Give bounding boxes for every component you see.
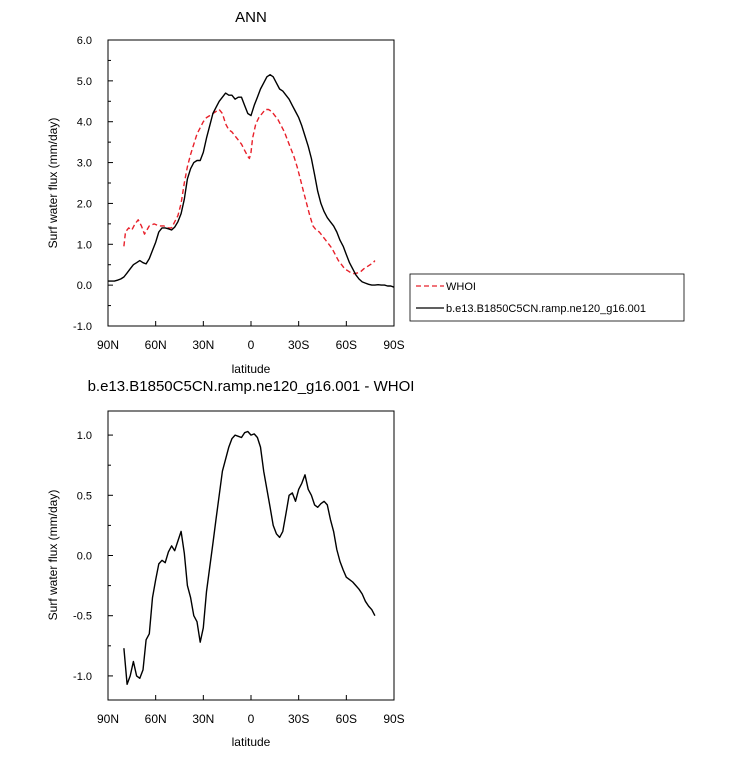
chart-bottom-xtick-label: 30S <box>288 712 309 726</box>
chart-bottom-xtick-label: 90S <box>383 712 404 726</box>
chart-top-ytick-label: 6.0 <box>77 35 92 47</box>
chart-bottom-xlabel: latitude <box>232 735 271 749</box>
chart-top-series-line-0 <box>123 108 376 275</box>
chart-top-series-line-1 <box>108 73 395 288</box>
chart-top-plot: 90N 60N 30N 0 30S 60S 90S -1.0 0.0 1.0 2.0 3.0 4.0 5.… <box>73 35 405 352</box>
chart-top-ytick-label: 4.0 <box>77 117 92 129</box>
chart-bottom-plot: 90N 60N 30N 0 30S 60S 90S -1.0 -0.5 0.0 0.5 1.0 <box>73 430 405 726</box>
chart-bottom-frame <box>107 410 395 701</box>
chart-bottom-ytick-label: 0.5 <box>77 490 92 502</box>
chart-bottom-series-line-0 <box>123 430 376 685</box>
chart-bottom-xtick-label: 0 <box>248 712 255 726</box>
chart-top-xtick-label: 30S <box>288 338 309 352</box>
chart-top-ytick-label: 2.0 <box>77 198 92 210</box>
chart-top: ANN 90N 60N 30N 0 30S 60S 90S -1.0 0.0 1.0 2.0 3.0 4… <box>46 9 685 376</box>
chart-top-frame <box>107 39 395 327</box>
chart-top-xtick-label: 60N <box>145 338 167 352</box>
chart-bottom-xtick-label: 30N <box>192 712 214 726</box>
chart-bottom-xtick-label: 60S <box>336 712 357 726</box>
chart-top-xtick-label: 90S <box>383 338 404 352</box>
chart-bottom-xtick-label: 90N <box>97 712 119 726</box>
legend-box <box>409 273 685 322</box>
chart-bottom-ytick-label: -0.5 <box>73 611 92 623</box>
chart-bottom-ytick-label: 0.0 <box>77 551 92 563</box>
chart-top-ytick-label: 1.0 <box>77 239 92 251</box>
chart-legend: WHOI b.e13.B1850C5CN.ramp.ne120_g16.001 <box>409 273 685 322</box>
chart-top-ytick-label: 3.0 <box>77 158 92 170</box>
legend-label-whoi: WHOI <box>446 281 476 293</box>
chart-top-title: ANN <box>235 9 267 26</box>
chart-top-ytick-label: -1.0 <box>73 321 92 333</box>
chart-top-xtick-label: 60S <box>336 338 357 352</box>
chart-bottom-title: b.e13.B1850C5CN.ramp.ne120_g16.001 - WHO… <box>88 378 415 395</box>
chart-bottom-xtick-label: 60N <box>145 712 167 726</box>
chart-top-xtick-label: 90N <box>97 338 119 352</box>
chart-top-xtick-label: 30N <box>192 338 214 352</box>
legend-label-model: b.e13.B1850C5CN.ramp.ne120_g16.001 <box>446 303 646 315</box>
chart-bottom-ytick-label: 1.0 <box>77 430 92 442</box>
chart-top-ytick-label: 5.0 <box>77 76 92 88</box>
chart-bottom-ylabel: Surf water flux (mm/day) <box>46 490 60 621</box>
chart-top-xlabel: latitude <box>232 362 271 376</box>
chart-bottom: b.e13.B1850C5CN.ramp.ne120_g16.001 - WHO… <box>46 378 414 749</box>
chart-top-xtick-label: 0 <box>248 338 255 352</box>
chart-top-ytick-label: 0.0 <box>77 280 92 292</box>
chart-top-ylabel: Surf water flux (mm/day) <box>46 118 60 249</box>
chart-bottom-ytick-label: -1.0 <box>73 671 92 683</box>
